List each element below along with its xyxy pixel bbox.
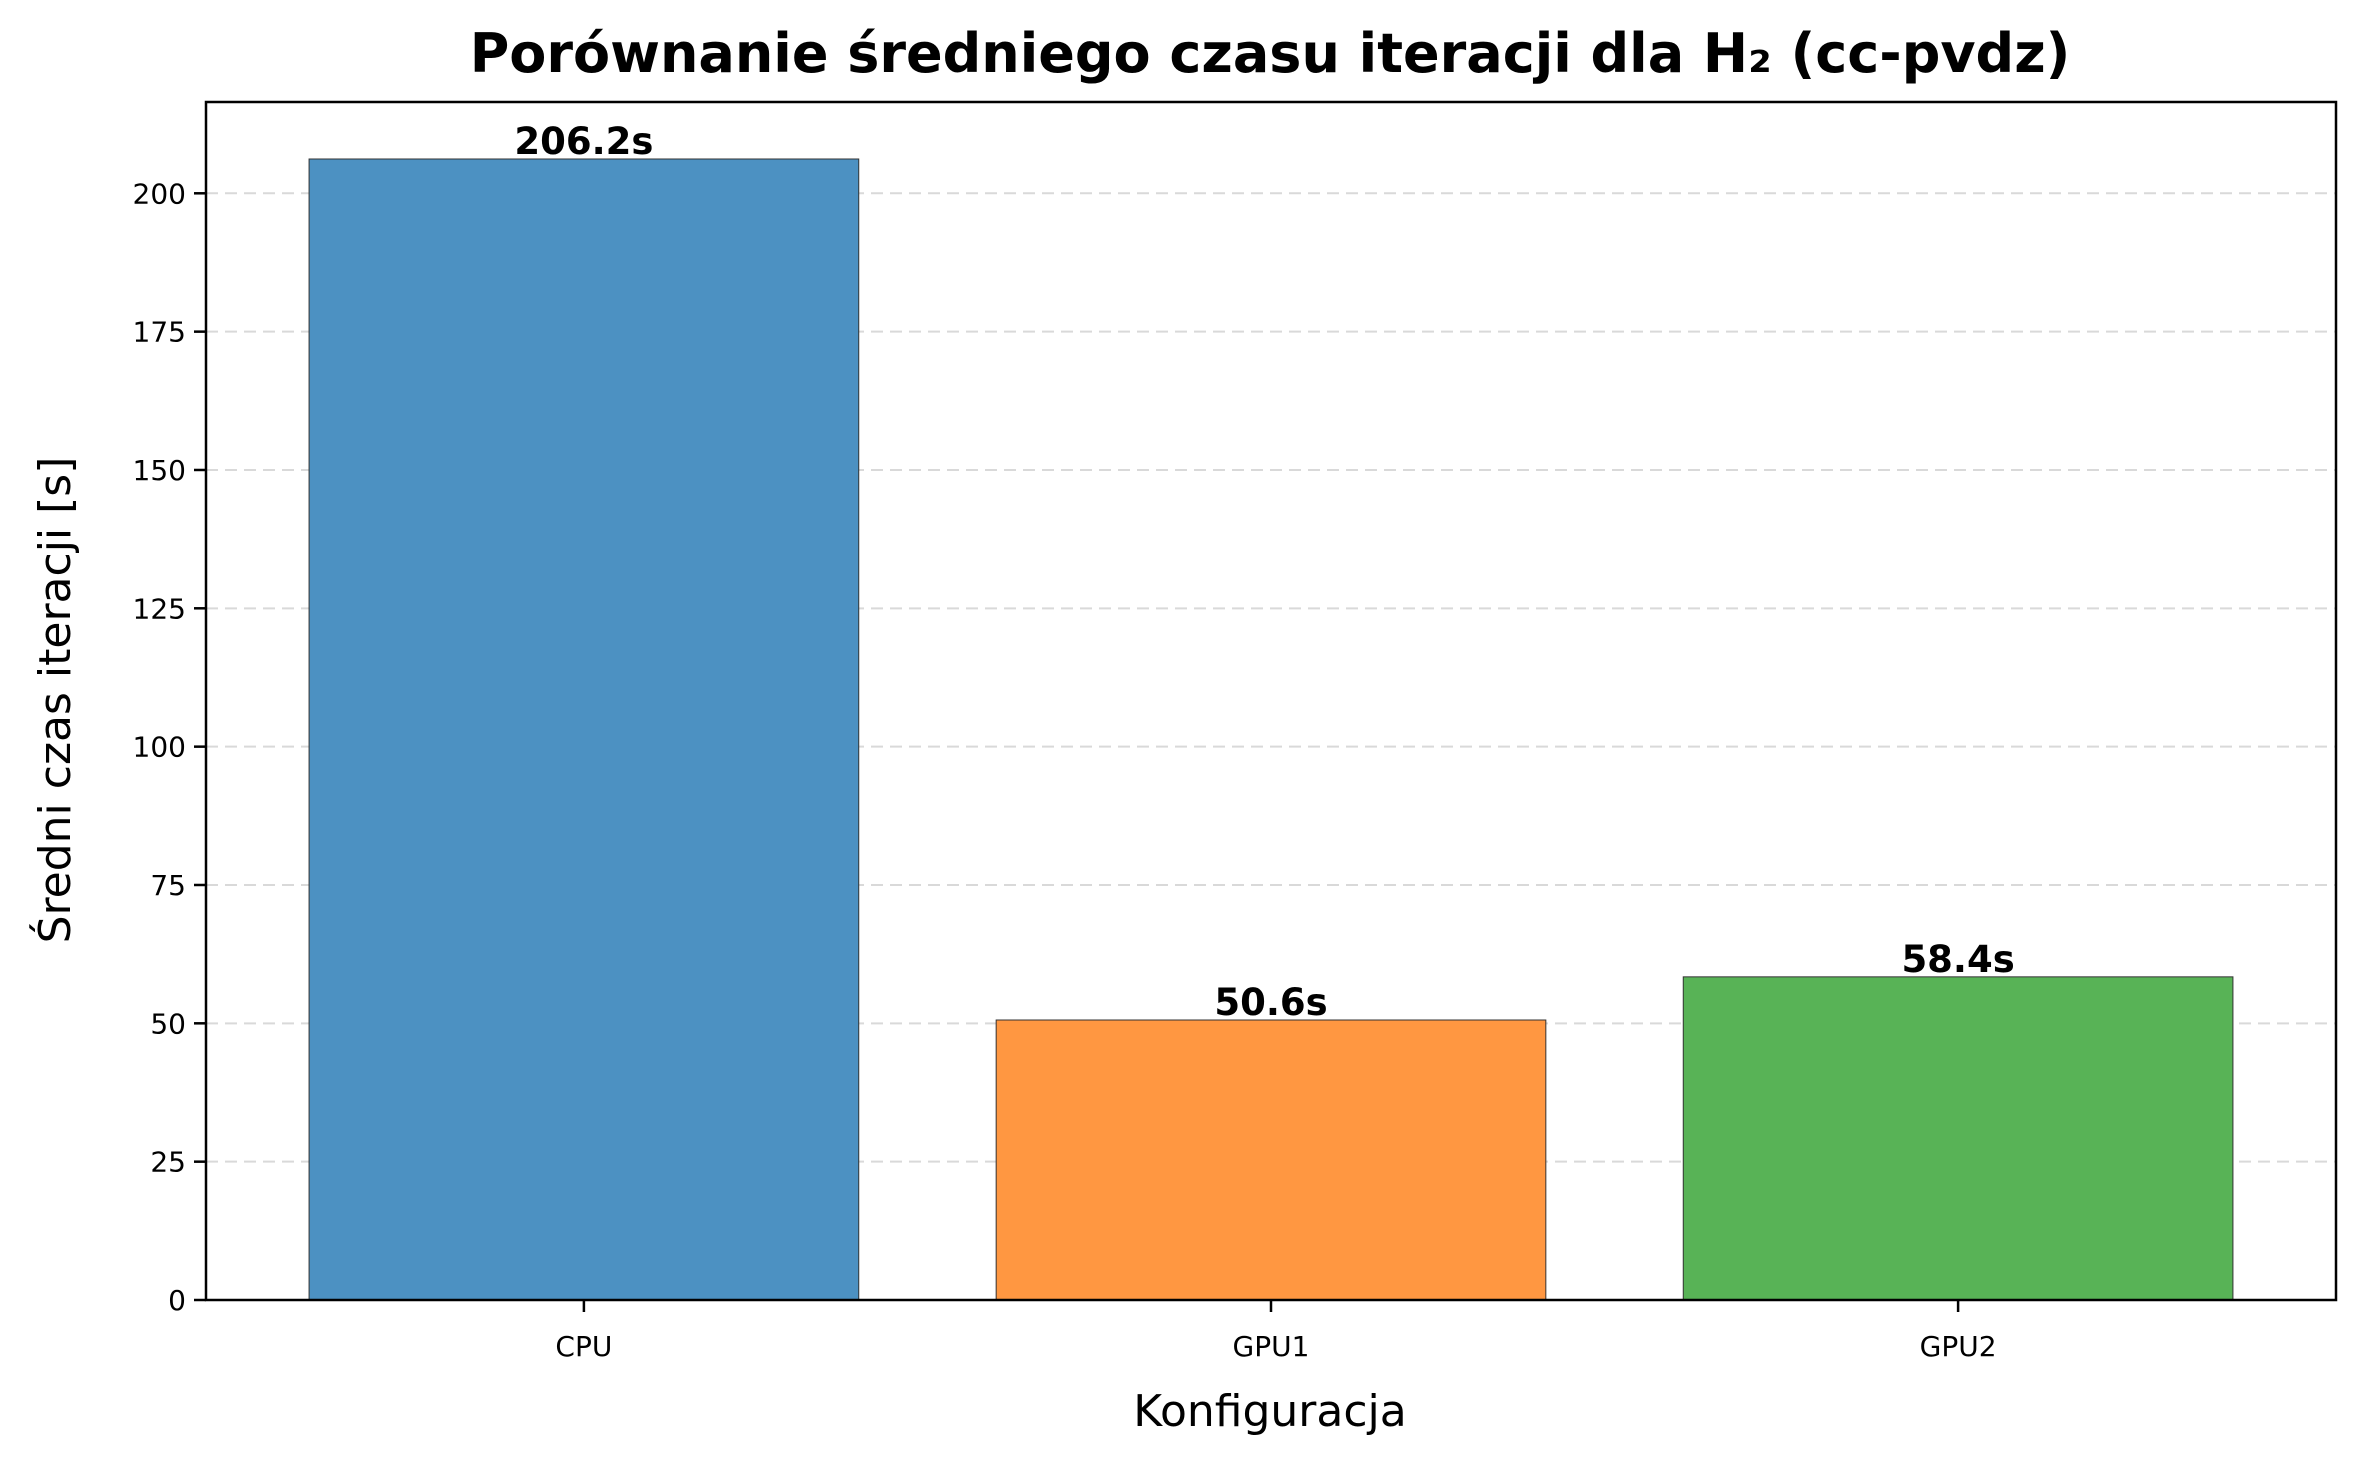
x-axis-label: Konfiguracja xyxy=(1133,1386,1406,1437)
y-tick-label: 125 xyxy=(133,592,186,625)
data-label-gpu1: 50.6s xyxy=(1214,981,1327,1024)
y-tick-label: 75 xyxy=(150,869,186,902)
data-label-cpu: 206.2s xyxy=(514,120,653,163)
x-axis-ticks: CPU GPU1 GPU2 xyxy=(555,1300,1997,1363)
data-labels: 206.2s 50.6s 58.4s xyxy=(514,120,2014,1024)
y-tick-label: 0 xyxy=(168,1284,186,1317)
y-axis-ticks: 0 25 50 75 100 125 150 175 200 xyxy=(133,177,206,1317)
y-tick-label: 150 xyxy=(133,454,186,487)
y-tick-label: 50 xyxy=(150,1007,186,1040)
data-label-gpu2: 58.4s xyxy=(1901,938,2014,981)
x-tick-label: CPU xyxy=(555,1330,612,1363)
chart-title: Porównanie średniego czasu iteracji dla … xyxy=(470,22,2071,85)
bars xyxy=(308,158,2234,1301)
x-tick-label: GPU1 xyxy=(1233,1330,1310,1363)
bar-gpu2 xyxy=(1682,976,2234,1301)
x-tick-label: GPU2 xyxy=(1920,1330,1997,1363)
y-tick-label: 175 xyxy=(133,316,186,349)
y-tick-label: 25 xyxy=(150,1146,186,1179)
bar-cpu xyxy=(308,158,860,1301)
y-tick-label: 200 xyxy=(133,177,186,210)
y-tick-label: 100 xyxy=(133,731,186,764)
y-axis-label: Średni czas iteracji [s] xyxy=(28,457,81,944)
bar-gpu1 xyxy=(995,1019,1547,1301)
